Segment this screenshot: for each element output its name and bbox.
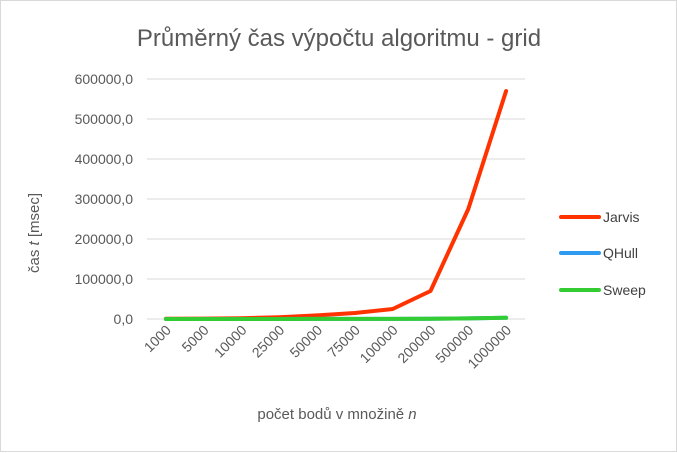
x-tick-label: 1000: [141, 322, 174, 355]
legend-label-qhull: QHull: [603, 245, 638, 261]
chart-title: Průměrný čas výpočtu algoritmu - grid: [137, 25, 541, 52]
legend: Jarvis QHull Sweep: [559, 209, 646, 298]
gridlines: [147, 78, 525, 320]
y-tick-label: 400000,0: [75, 151, 134, 167]
x-tick-label: 50000: [286, 322, 325, 361]
legend-label-jarvis: Jarvis: [603, 209, 640, 225]
x-axis-label: počet bodů v množině n: [257, 406, 416, 423]
x-tick-label: 100000: [356, 322, 400, 366]
x-axis-tick-labels: 1000 500010000250005000075000100000200000…: [141, 322, 515, 372]
y-tick-label: 100000,0: [75, 271, 134, 287]
x-tick-label: 5000: [178, 322, 211, 355]
legend-label-sweep: Sweep: [603, 282, 646, 298]
y-tick-label: 200000,0: [75, 231, 134, 247]
series-lines: [163, 89, 509, 321]
x-tick-label: 10000: [211, 322, 250, 361]
x-tick-label: 25000: [249, 322, 288, 361]
series-line-sweep: [163, 315, 509, 321]
y-axis-label: čas t [msec]: [26, 193, 43, 273]
series-line-jarvis: [163, 89, 509, 321]
x-tick-label: 200000: [394, 322, 438, 366]
y-tick-label: 600000,0: [75, 71, 134, 87]
y-tick-label: 500000,0: [75, 111, 134, 127]
y-tick-label: 0,0: [114, 311, 134, 327]
y-axis-tick-labels: 0,0 100000,0 200000,0 300000,0 400000,0 50000…: [75, 71, 134, 327]
y-tick-label: 300000,0: [75, 191, 134, 207]
